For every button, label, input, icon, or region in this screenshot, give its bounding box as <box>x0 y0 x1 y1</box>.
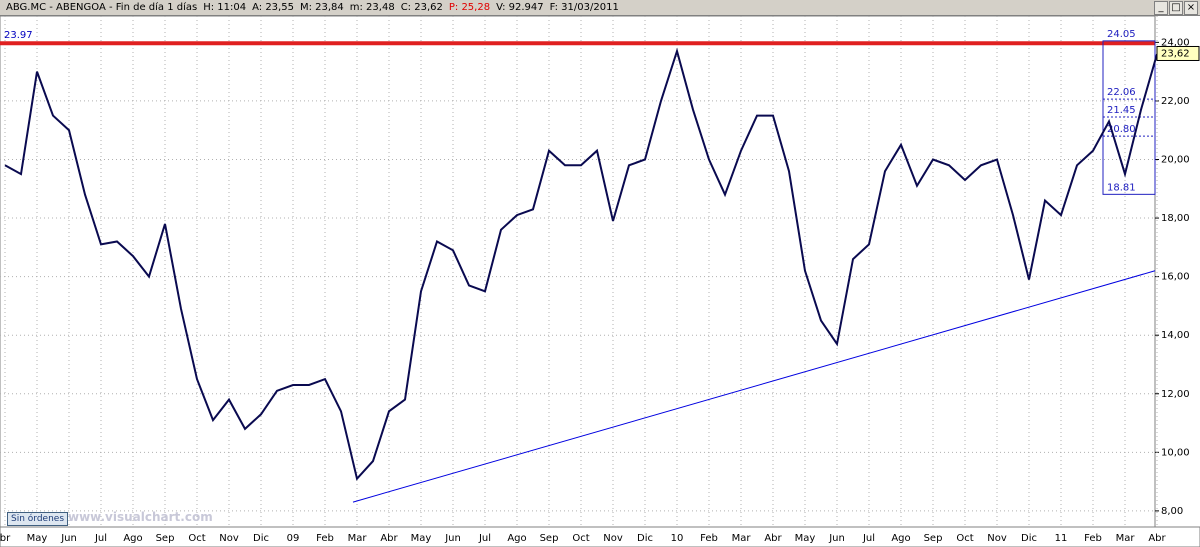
x-tick-label: Mar <box>348 533 368 544</box>
x-tick-label: Mar <box>732 533 752 544</box>
x-axis-band <box>0 526 1200 547</box>
close-button[interactable]: × <box>1184 1 1198 15</box>
x-tick-label: Oct <box>956 533 973 544</box>
x-tick-label: Oct <box>188 533 205 544</box>
x-tick-label: Jun <box>828 533 845 544</box>
x-tick-label: Sep <box>156 533 175 544</box>
x-tick-label: br <box>0 533 11 544</box>
header-field: m: 23,48 <box>349 2 395 13</box>
x-tick-label: Feb <box>700 533 718 544</box>
retracement-label: 22.06 <box>1107 87 1136 98</box>
x-tick-label: Dic <box>1021 533 1037 544</box>
retracement-label: 20.80 <box>1107 124 1136 135</box>
header-field: F: 31/03/2011 <box>549 2 619 13</box>
header-field: ABG.MC - ABENGOA - Fin de día 1 días <box>6 2 198 13</box>
header-field: H: 11:04 <box>203 2 247 13</box>
x-tick-label: Dic <box>637 533 653 544</box>
x-tick-label: Abr <box>1148 533 1166 544</box>
x-tick-label: Jun <box>60 533 77 544</box>
last-price-label: 23,62 <box>1161 48 1190 59</box>
header-field: A: 23,55 <box>252 2 294 13</box>
x-tick-label: 10 <box>671 533 684 544</box>
price-line <box>4 47 1158 481</box>
last-price-tag <box>1156 45 1200 61</box>
x-tick-label: Nov <box>603 533 623 544</box>
x-tick-label: Oct <box>572 533 589 544</box>
chart: 8,00 10,00 12,00 14,00 16,00 18,00 20,00 22,00 2… <box>0 16 1200 547</box>
header-field: V: 92.947 <box>496 2 544 13</box>
retracement-label: 24.05 <box>1107 29 1136 40</box>
retracement-label: 21.45 <box>1107 105 1136 116</box>
x-tick-label: Sep <box>924 533 943 544</box>
x-tick-label: Jun <box>444 533 461 544</box>
watermark: www.visualchart.com <box>68 510 213 524</box>
y-tick-label: 16,00 <box>1161 272 1190 283</box>
y-tick-label: 18,00 <box>1161 213 1190 224</box>
header-field: M: 23,84 <box>299 2 344 13</box>
x-tick-label: Jul <box>862 533 875 544</box>
trendline <box>352 270 1156 503</box>
x-tick-label: Abr <box>380 533 398 544</box>
x-tick-label: Jul <box>478 533 491 544</box>
resistance-label: 23.97 <box>4 30 33 41</box>
minimize-button[interactable]: _ <box>1154 1 1168 15</box>
x-tick-label: 09 <box>287 533 300 544</box>
x-tick-label: 11 <box>1055 533 1068 544</box>
retracement-label: 18.81 <box>1107 182 1136 193</box>
x-tick-label: Mar <box>1116 533 1136 544</box>
y-tick-label: 8,00 <box>1161 506 1183 517</box>
header-field: C: 23,62 <box>400 2 443 13</box>
y-tick-label: 10,00 <box>1161 447 1190 458</box>
x-tick-label: Nov <box>987 533 1007 544</box>
title-bar: ABG.MC - ABENGOA - Fin de día 1 días H: 1… <box>0 0 1200 16</box>
x-tick-label: Dic <box>253 533 269 544</box>
x-tick-label: May <box>795 533 816 544</box>
header-field: P: 25,28 <box>448 2 491 13</box>
x-tick-label: Nov <box>219 533 239 544</box>
window-buttons[interactable]: _ □ × <box>1153 1 1198 15</box>
y-tick-label: 22,00 <box>1161 96 1190 107</box>
x-tick-label: May <box>411 533 432 544</box>
x-tick-label: May <box>27 533 48 544</box>
y-tick-label: 14,00 <box>1161 330 1190 341</box>
x-tick-label: Jul <box>94 533 107 544</box>
x-tick-label: Abr <box>764 533 782 544</box>
retracement-box <box>1102 40 1156 195</box>
status-button[interactable]: Sin órdenes <box>7 512 69 526</box>
y-tick-label: 12,00 <box>1161 389 1190 400</box>
y-tick-label: 24,00 <box>1161 37 1190 48</box>
y-tick-label: 20,00 <box>1161 154 1190 165</box>
x-tick-label: Feb <box>1084 533 1102 544</box>
x-tick-label: Ago <box>891 533 910 544</box>
x-tick-label: Sep <box>540 533 559 544</box>
x-tick-label: Ago <box>123 533 142 544</box>
maximize-button[interactable]: □ <box>1169 1 1183 15</box>
x-tick-label: Ago <box>507 533 526 544</box>
x-tick-label: Feb <box>316 533 334 544</box>
